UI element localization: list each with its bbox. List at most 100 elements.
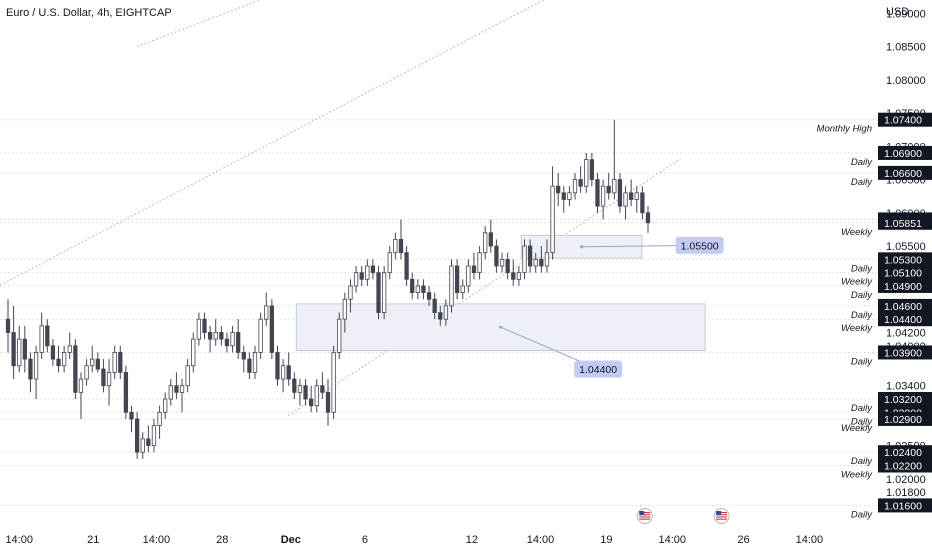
time-tick-label: 14:00 — [143, 534, 171, 546]
candle-body — [342, 298, 347, 320]
candle-body — [499, 258, 505, 267]
level-price-tag[interactable] — [878, 411, 932, 426]
candle — [191, 332, 196, 373]
level-label: Weekly — [841, 277, 873, 288]
level-price-tag[interactable] — [878, 445, 932, 460]
price-tick-label: 1.05500 — [886, 241, 926, 253]
level-label: Daily — [851, 263, 873, 274]
time-tick-label: 19 — [600, 534, 612, 546]
level-price-tag[interactable] — [878, 165, 932, 180]
candle — [376, 266, 381, 320]
candle-body — [28, 358, 33, 380]
level-price-tag[interactable] — [878, 312, 932, 327]
level-price-tag-text: 1.04400 — [884, 314, 922, 326]
candle-body — [168, 385, 173, 400]
candle-body — [5, 318, 11, 333]
level-price-tag-text: 1.05100 — [884, 268, 922, 280]
level-price-tag[interactable] — [878, 252, 932, 267]
callout-box[interactable] — [675, 236, 724, 254]
candle — [241, 345, 246, 373]
candle — [179, 379, 185, 413]
candle-body — [140, 438, 145, 453]
candle-body — [471, 265, 477, 274]
candle-body — [286, 365, 291, 380]
candle — [202, 312, 207, 340]
callout-box[interactable] — [574, 360, 623, 378]
level-price-tag[interactable] — [878, 458, 932, 473]
candle-body — [561, 192, 566, 200]
time-axis[interactable]: 14:00 21 14:00 28 Dec 6 12 14:00 19 14:00 26 14:00 — [5, 534, 823, 546]
level-price-tag[interactable] — [878, 265, 932, 280]
level-price-tag[interactable] — [878, 278, 932, 293]
candle-body — [320, 385, 325, 393]
candle — [629, 179, 634, 207]
candle-body — [252, 352, 258, 373]
candle-body — [129, 411, 134, 420]
candle-body — [398, 238, 404, 254]
candle-body — [292, 378, 297, 393]
level-label: Monthly High — [817, 124, 872, 135]
candle — [454, 259, 460, 300]
candle-body — [174, 385, 179, 393]
price-tick-label: 1.09000 — [886, 8, 926, 20]
candle-body — [483, 232, 488, 254]
candle — [640, 186, 645, 220]
us-flag-event-icon[interactable] — [636, 508, 653, 524]
candle-body — [353, 272, 359, 287]
level-price-tag[interactable] — [878, 112, 932, 127]
candle — [466, 259, 471, 293]
candle — [67, 332, 72, 360]
candle-body — [73, 345, 78, 393]
level-price-tag[interactable] — [878, 392, 932, 406]
event-markers[interactable] — [636, 508, 730, 524]
level-price-tag[interactable] — [878, 498, 932, 513]
candle — [185, 359, 190, 393]
candle — [449, 259, 454, 313]
candle-body — [185, 365, 190, 387]
candle — [505, 252, 510, 280]
candle-body — [567, 192, 572, 200]
candle-body — [370, 265, 376, 274]
time-tick-label: 14:00 — [796, 534, 824, 546]
candle-body — [432, 298, 437, 313]
candle-body — [45, 325, 50, 347]
us-flag-event-icon[interactable] — [713, 508, 730, 524]
candle-body — [449, 265, 454, 307]
candle — [438, 305, 443, 326]
candle-body — [280, 365, 286, 380]
candle-body — [404, 252, 409, 280]
level-price-tag[interactable] — [878, 298, 932, 313]
time-tick-label: 6 — [362, 534, 368, 546]
level-price-tag-text: 1.06900 — [884, 148, 922, 160]
candle — [595, 172, 600, 213]
candle — [606, 172, 611, 200]
candle-body — [22, 338, 27, 360]
flag-stripe — [639, 516, 651, 518]
level-price-tag[interactable] — [878, 145, 932, 160]
candle — [269, 299, 274, 360]
candle — [50, 339, 56, 366]
candle — [33, 345, 39, 399]
candle-body — [151, 425, 157, 446]
candle — [415, 279, 420, 300]
candle — [421, 279, 426, 300]
candle-body — [359, 272, 364, 280]
candle-body — [303, 385, 308, 400]
price-axis[interactable]: 1.090001.085001.080001.075001.070001.065… — [817, 8, 932, 520]
zones[interactable]: 1.05500 1.04400 — [295, 234, 724, 378]
candle-body — [600, 185, 606, 207]
candle-body — [230, 332, 235, 347]
time-tick-label: 28 — [216, 534, 228, 546]
level-label: Daily — [851, 456, 873, 467]
candle — [393, 232, 398, 260]
level-price-tag[interactable] — [878, 215, 932, 230]
candle-body — [78, 378, 84, 393]
level-price-tag[interactable] — [878, 345, 932, 360]
candle — [556, 172, 561, 207]
candle — [516, 266, 522, 286]
candle — [617, 172, 623, 213]
candle-body — [544, 252, 550, 267]
candle-body — [617, 179, 623, 207]
channel-line — [137, 0, 262, 48]
